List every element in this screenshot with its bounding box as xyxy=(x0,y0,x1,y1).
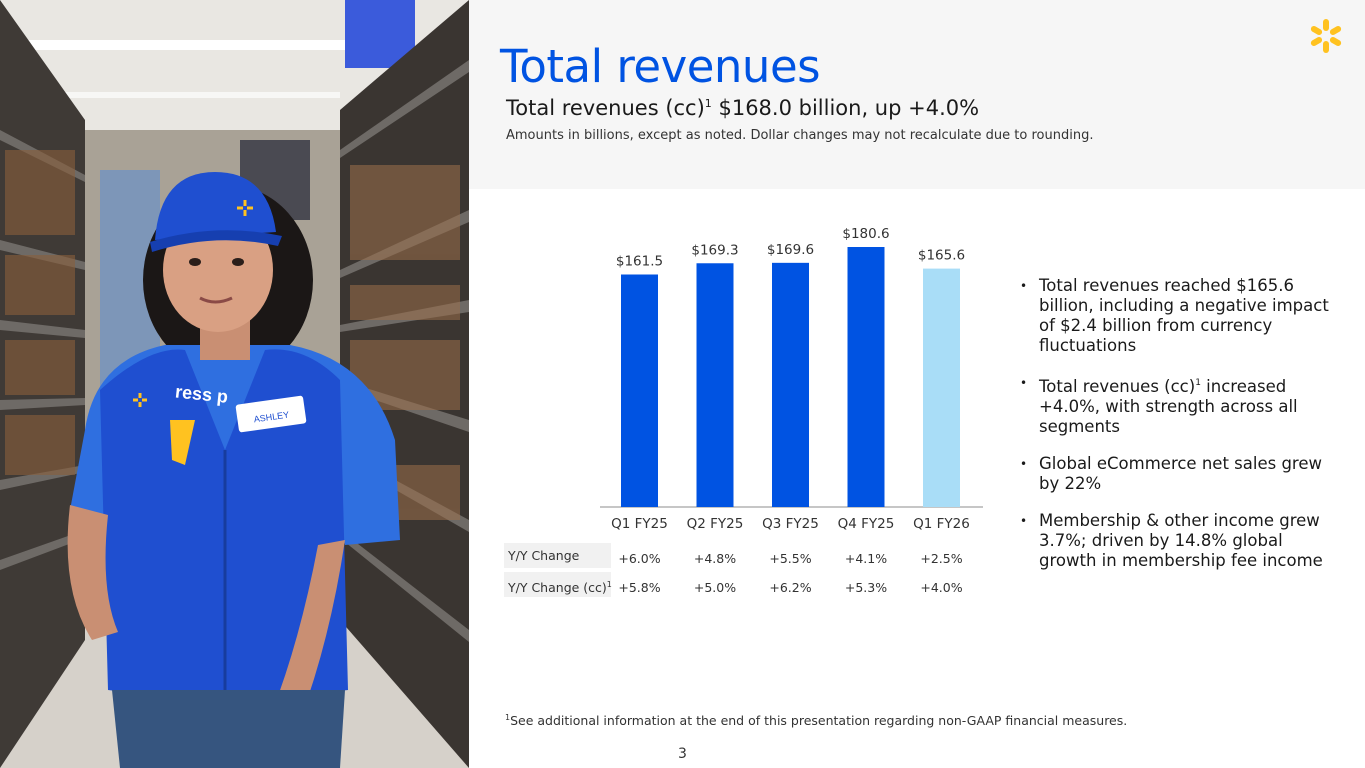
footnote-text: See additional information at the end of… xyxy=(510,713,1128,728)
x-tick-label: Q1 FY26 xyxy=(913,516,970,532)
table-row-label: Y/Y Change (cc)1 xyxy=(504,572,612,597)
list-item: • Membership & other income grew 3.7%; dr… xyxy=(1020,511,1345,571)
x-tick-label: Q1 FY25 xyxy=(611,516,668,532)
table-row-label-text: Y/Y Change xyxy=(508,548,580,563)
page-number: 3 xyxy=(678,746,687,762)
header-band xyxy=(469,0,1365,189)
table-row-label-text: Y/Y Change (cc) xyxy=(508,580,607,595)
bar-q3-fy25 xyxy=(772,262,809,507)
page-subtitle: Total revenues (cc)1 $168.0 billion, up … xyxy=(506,96,979,120)
bullet-icon: • xyxy=(1020,279,1028,293)
bullet-icon: • xyxy=(1020,514,1028,528)
list-item: • Global eCommerce net sales grew by 22% xyxy=(1020,454,1345,494)
bar-value-label: $161.5 xyxy=(616,253,663,269)
list-item: • Total revenues reached $165.6 billion, … xyxy=(1020,276,1345,356)
table-cell: +4.0% xyxy=(920,580,963,595)
subtitle-footnote-marker: 1 xyxy=(704,97,712,110)
table-row-label: Y/Y Change xyxy=(504,543,611,568)
list-item-text: increased +4.0%, with strength across al… xyxy=(1039,377,1298,436)
table-cell: +6.0% xyxy=(618,551,661,566)
bar-value-label: $169.3 xyxy=(691,242,738,258)
list-item-text: Total revenues (cc) xyxy=(1039,377,1196,396)
amounts-note: Amounts in billions, except as noted. Do… xyxy=(506,128,1094,143)
table-cell: +2.5% xyxy=(920,551,963,566)
table-cell: +4.1% xyxy=(844,551,888,566)
revenue-bar-chart: $161.5 Q1 FY25 $169.3 Q2 FY25 $169.6 Q3 FY25 $… xyxy=(600,226,983,532)
footnote-marker: 1 xyxy=(606,580,612,589)
footnote-marker: 1 xyxy=(505,713,511,722)
name-tag-text: ASHLEY xyxy=(253,410,290,425)
bar-value-label: $165.6 xyxy=(918,248,965,264)
bar-q1-fy25 xyxy=(621,274,658,507)
subtitle-prefix: Total revenues (cc) xyxy=(506,96,705,120)
x-tick-label: Q3 FY25 xyxy=(762,516,819,532)
table-cell: +5.8% xyxy=(618,580,661,595)
page-title: Total revenues xyxy=(500,40,821,93)
bar-q1-fy26 xyxy=(923,268,960,507)
key-points-list: • Total revenues reached $165.6 billion, … xyxy=(1020,276,1345,588)
bullet-icon: • xyxy=(1020,376,1028,390)
x-tick-label: Q2 FY25 xyxy=(687,516,744,532)
store-aisle-illustration: ASHLEY ress p xyxy=(0,0,469,768)
list-item-text: Global eCommerce net sales grew by 22% xyxy=(1039,454,1322,493)
table-cell: +5.5% xyxy=(769,551,812,566)
x-tick-label: Q4 FY25 xyxy=(838,516,895,532)
list-item-text: Membership & other income grew 3.7%; dri… xyxy=(1039,511,1323,570)
table-cell: +5.3% xyxy=(844,580,888,595)
subtitle-suffix: $168.0 billion, up +4.0% xyxy=(711,96,980,120)
table-cell: +5.0% xyxy=(693,580,737,595)
bullet-icon: • xyxy=(1020,457,1028,471)
footnote-marker: 1 xyxy=(1195,378,1201,388)
table-cell: +4.8% xyxy=(693,551,737,566)
table-cell: +6.2% xyxy=(769,580,812,595)
bar-q4-fy25 xyxy=(847,247,885,507)
spark-logo-icon xyxy=(1310,19,1342,53)
bar-q2-fy25 xyxy=(696,263,734,507)
list-item: • Total revenues (cc)1 increased +4.0%, w… xyxy=(1020,373,1345,437)
bar-value-label: $169.6 xyxy=(767,242,814,258)
list-item-text: Total revenues reached $165.6 billion, i… xyxy=(1039,276,1329,355)
footnote: 1See additional information at the end o… xyxy=(505,713,1127,728)
associate-photo: ASHLEY ress p xyxy=(0,0,469,768)
bar-value-label: $180.6 xyxy=(842,226,889,242)
